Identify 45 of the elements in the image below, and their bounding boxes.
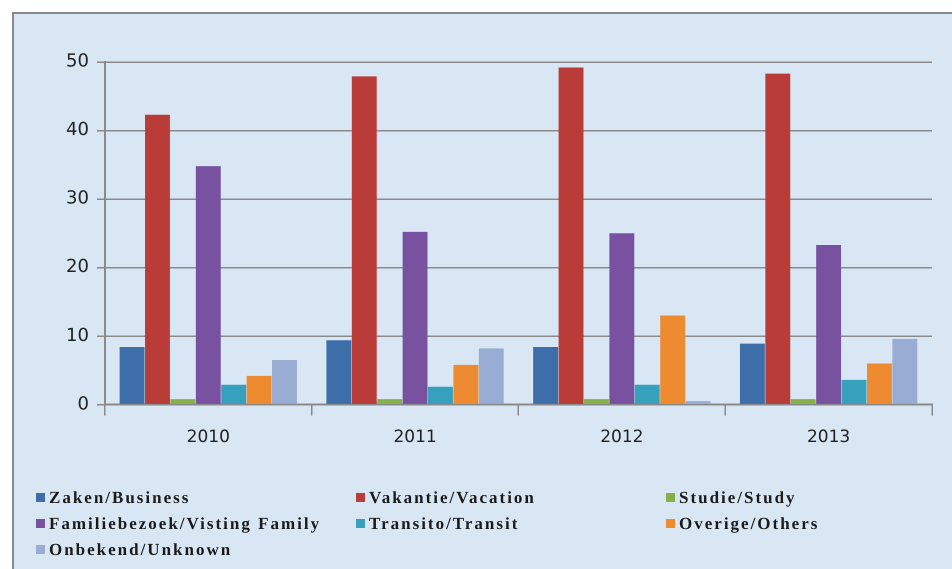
bar	[558, 67, 584, 404]
y-tick-label: 0	[77, 393, 89, 414]
legend-label: Familiebezoek/Visting Family	[49, 514, 322, 533]
y-tick-label: 30	[66, 188, 89, 209]
bar	[478, 348, 504, 404]
bar	[892, 338, 918, 404]
bar	[377, 399, 402, 404]
bar	[221, 384, 246, 404]
bar	[660, 316, 686, 404]
x-tick-label: 2013	[806, 427, 850, 448]
bar	[765, 74, 790, 404]
y-tick-label: 10	[66, 324, 89, 346]
legend-label: Transito/Transit	[369, 514, 520, 533]
legend-label: Zaken/Business	[49, 488, 190, 507]
bar	[453, 364, 478, 404]
bar	[428, 386, 453, 404]
bar	[686, 401, 710, 404]
bar	[584, 399, 609, 404]
bar	[402, 232, 428, 404]
legend-label: Overige/Others	[679, 514, 820, 533]
y-tick-label: 20	[66, 256, 89, 278]
bar	[740, 344, 765, 404]
bar	[196, 166, 221, 404]
bar	[842, 380, 866, 404]
x-tick-label: 2012	[600, 427, 644, 448]
bar	[326, 340, 352, 404]
x-tick-label: 2011	[393, 427, 437, 448]
legend-label: Studie/Study	[679, 488, 797, 507]
bar	[816, 244, 842, 404]
bar	[609, 233, 634, 404]
bar	[170, 399, 196, 404]
legend-label: Onbekend/Unknown	[49, 540, 232, 559]
bar	[533, 347, 558, 404]
bar	[634, 384, 660, 404]
y-tick-label: 50	[66, 50, 89, 72]
bar	[272, 360, 297, 404]
bar	[246, 376, 272, 404]
bar	[120, 347, 145, 404]
bar	[352, 76, 377, 404]
y-tick-label: 40	[66, 119, 89, 140]
bar	[145, 114, 170, 404]
legend-label: Vakantie/Vacation	[369, 488, 536, 507]
bar	[790, 399, 816, 404]
x-tick-label: 2010	[186, 427, 230, 448]
bar	[866, 363, 892, 404]
